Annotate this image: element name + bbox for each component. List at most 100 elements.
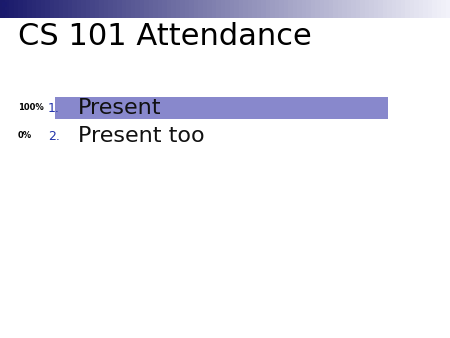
Bar: [342, 0, 346, 18]
Bar: [418, 0, 423, 18]
Text: 100%: 100%: [18, 103, 44, 113]
Bar: [346, 0, 351, 18]
Bar: [387, 0, 392, 18]
Bar: [36, 0, 40, 18]
Text: Present: Present: [78, 98, 162, 118]
Bar: [158, 0, 162, 18]
Bar: [261, 0, 266, 18]
Bar: [320, 0, 324, 18]
Bar: [225, 0, 230, 18]
Bar: [27, 0, 32, 18]
Bar: [72, 0, 76, 18]
Bar: [270, 0, 274, 18]
Bar: [176, 0, 180, 18]
Bar: [207, 0, 211, 18]
Bar: [216, 0, 220, 18]
Bar: [230, 0, 234, 18]
Bar: [76, 0, 81, 18]
Bar: [252, 0, 256, 18]
Bar: [356, 0, 360, 18]
Bar: [428, 0, 432, 18]
Bar: [436, 0, 441, 18]
Bar: [162, 0, 166, 18]
Bar: [40, 0, 45, 18]
Bar: [86, 0, 90, 18]
Bar: [68, 0, 72, 18]
Bar: [238, 0, 243, 18]
Bar: [284, 0, 288, 18]
Bar: [99, 0, 104, 18]
Bar: [94, 0, 99, 18]
Bar: [4, 0, 9, 18]
Bar: [135, 0, 140, 18]
Bar: [446, 0, 450, 18]
Bar: [18, 0, 22, 18]
Bar: [126, 0, 130, 18]
Bar: [122, 0, 126, 18]
Bar: [405, 0, 410, 18]
Bar: [364, 0, 369, 18]
Bar: [117, 0, 122, 18]
Bar: [351, 0, 356, 18]
Bar: [90, 0, 94, 18]
Bar: [81, 0, 86, 18]
Text: Present too: Present too: [78, 126, 205, 146]
Bar: [63, 0, 68, 18]
Bar: [292, 0, 297, 18]
Bar: [338, 0, 342, 18]
Bar: [374, 0, 378, 18]
Bar: [144, 0, 148, 18]
Bar: [333, 0, 338, 18]
Bar: [414, 0, 418, 18]
Bar: [432, 0, 436, 18]
Bar: [14, 0, 18, 18]
Bar: [153, 0, 157, 18]
Bar: [248, 0, 252, 18]
Bar: [423, 0, 428, 18]
Bar: [140, 0, 144, 18]
Text: CS 101 Attendance: CS 101 Attendance: [18, 22, 312, 51]
Bar: [274, 0, 279, 18]
Bar: [382, 0, 387, 18]
Bar: [310, 0, 315, 18]
Bar: [243, 0, 248, 18]
Bar: [0, 0, 4, 18]
Bar: [220, 0, 225, 18]
Bar: [180, 0, 184, 18]
Bar: [396, 0, 400, 18]
Bar: [50, 0, 54, 18]
Bar: [55, 97, 388, 119]
Bar: [189, 0, 194, 18]
Bar: [297, 0, 302, 18]
Bar: [369, 0, 374, 18]
Bar: [32, 0, 36, 18]
Bar: [302, 0, 306, 18]
Bar: [198, 0, 202, 18]
Bar: [112, 0, 117, 18]
Bar: [171, 0, 176, 18]
Text: 1.: 1.: [48, 101, 60, 115]
Bar: [441, 0, 446, 18]
Bar: [400, 0, 405, 18]
Bar: [166, 0, 171, 18]
Bar: [22, 0, 27, 18]
Bar: [104, 0, 108, 18]
Bar: [130, 0, 135, 18]
Bar: [108, 0, 112, 18]
Bar: [324, 0, 328, 18]
Bar: [194, 0, 198, 18]
Bar: [2, 2, 7, 7]
Bar: [266, 0, 270, 18]
Text: 2.: 2.: [48, 129, 60, 143]
Bar: [2, 10, 7, 15]
Bar: [234, 0, 238, 18]
Bar: [288, 0, 292, 18]
Bar: [212, 0, 216, 18]
Bar: [45, 0, 50, 18]
Bar: [148, 0, 153, 18]
Bar: [392, 0, 396, 18]
Bar: [256, 0, 261, 18]
Bar: [315, 0, 320, 18]
Bar: [410, 0, 414, 18]
Bar: [202, 0, 207, 18]
